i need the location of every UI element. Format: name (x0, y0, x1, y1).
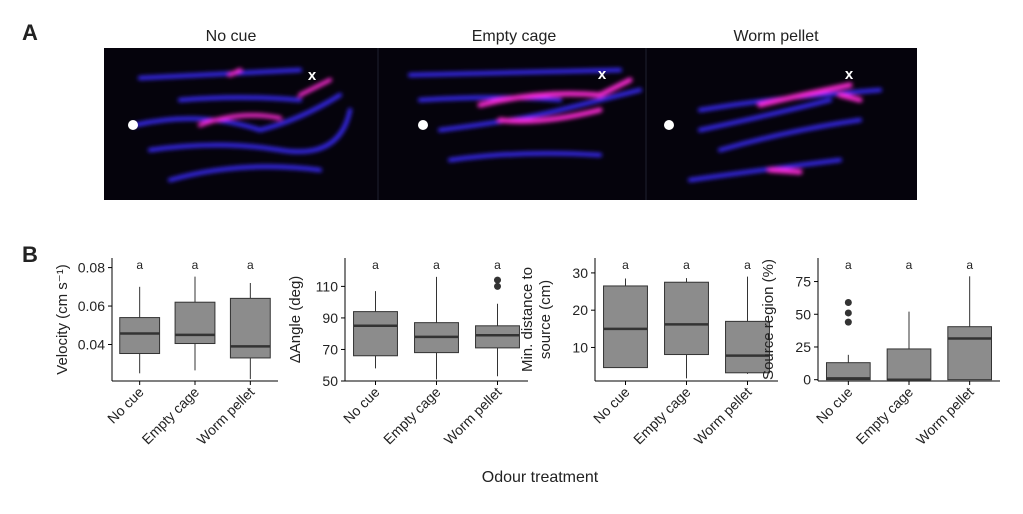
y-axis-title: Velocity (cm s⁻¹) (54, 264, 71, 374)
significance-letter: a (494, 258, 501, 272)
x-tick-label: Worm pellet (194, 384, 258, 448)
outlier (844, 298, 852, 306)
x-tick-label: Worm pellet (691, 384, 755, 448)
significance-letter: a (622, 258, 629, 272)
y-axis-title: Min. distance to (519, 267, 536, 372)
y-tick-label: 0.06 (78, 298, 105, 314)
outlier (494, 282, 501, 290)
significance-letter: a (966, 258, 973, 272)
source-marker: x (845, 66, 854, 83)
y-axis-title: Source region (%) (760, 259, 777, 380)
x-tick-label: Worm pellet (441, 384, 505, 448)
y-tick-label: 0.08 (78, 260, 105, 276)
significance-letter: a (247, 258, 254, 272)
x-tick-label: No cue (590, 384, 633, 427)
y-tick-label: 10 (572, 339, 588, 355)
box (603, 285, 648, 369)
box (725, 320, 770, 374)
significance-letter: a (906, 258, 913, 272)
outlier (494, 276, 501, 284)
image-title: Worm pellet (733, 28, 819, 45)
box (825, 362, 871, 381)
box (174, 301, 216, 345)
x-tick-label: Empty cage (630, 384, 694, 448)
significance-letter: a (192, 258, 199, 272)
box (229, 297, 271, 359)
significance-letter: a (433, 258, 440, 272)
y-axis-title: source (cm) (537, 280, 554, 359)
image-title: No cue (206, 28, 257, 45)
outlier (844, 309, 852, 317)
y-tick-label: 75 (795, 274, 811, 290)
y-tick-label: 110 (316, 278, 339, 294)
y-tick-label: 0 (803, 372, 811, 388)
significance-letter: a (845, 258, 852, 272)
significance-letter: a (136, 258, 143, 272)
y-tick-label: 25 (795, 339, 811, 355)
box (475, 325, 520, 349)
x-axis-title: Odour treatment (482, 469, 599, 486)
box (886, 348, 932, 381)
y-tick-label: 70 (322, 341, 338, 357)
panel-label: B (22, 242, 38, 267)
x-tick-label: Empty cage (853, 384, 917, 448)
panel-label: A (22, 20, 38, 45)
y-tick-label: 90 (322, 310, 338, 326)
y-tick-label: 30 (572, 265, 588, 281)
significance-letter: a (372, 258, 379, 272)
box (664, 281, 709, 356)
x-tick-label: No cue (104, 384, 147, 427)
heatmap-strip (104, 48, 917, 200)
significance-letter: a (744, 258, 751, 272)
box (119, 317, 161, 355)
image-title: Empty cage (472, 28, 557, 45)
source-marker: x (598, 66, 607, 83)
significance-letter: a (683, 258, 690, 272)
y-tick-label: 20 (572, 302, 588, 318)
outlier (844, 318, 852, 326)
y-axis-title: ΔAngle (deg) (287, 276, 304, 364)
y-tick-label: 0.04 (78, 336, 105, 352)
y-tick-label: 50 (795, 306, 811, 322)
x-tick-label: No cue (813, 384, 856, 427)
x-tick-label: No cue (340, 384, 383, 427)
x-tick-label: Empty cage (139, 384, 203, 448)
box (947, 326, 993, 381)
x-tick-label: Worm pellet (913, 384, 977, 448)
x-tick-label: Empty cage (380, 384, 444, 448)
source-marker: x (308, 67, 317, 84)
box (353, 311, 398, 357)
y-tick-label: 50 (322, 373, 338, 389)
